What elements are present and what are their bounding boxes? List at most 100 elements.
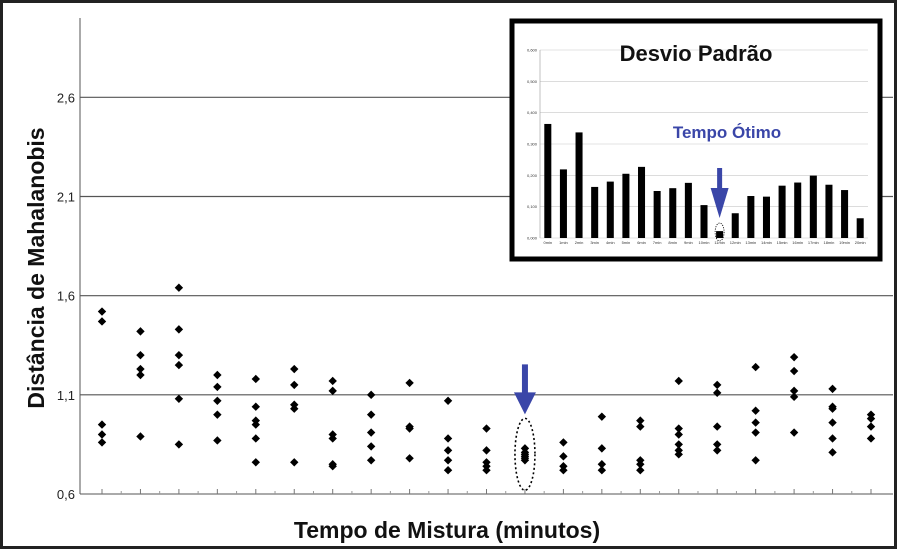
data-point <box>828 418 837 427</box>
data-point <box>751 362 760 372</box>
data-point <box>674 440 683 449</box>
inset-x-tick-label: 20min <box>855 240 866 245</box>
inset-bar <box>778 185 786 238</box>
inset-x-tick-label: 11min <box>714 240 725 245</box>
data-point <box>559 466 568 475</box>
scatter-points <box>97 283 876 475</box>
data-point <box>636 460 645 469</box>
data-point <box>751 428 760 437</box>
data-point <box>174 440 184 449</box>
inset-bar <box>747 196 755 238</box>
y-tick-label: 2,6 <box>57 90 75 105</box>
data-point <box>405 378 414 388</box>
data-point <box>174 350 184 360</box>
data-point <box>828 404 837 413</box>
inset-bar <box>841 190 849 238</box>
data-point <box>751 418 760 427</box>
inset-bars <box>544 123 864 238</box>
data-point <box>866 422 876 431</box>
data-point <box>597 460 607 469</box>
data-point <box>366 456 376 465</box>
data-point <box>97 438 107 447</box>
inset-y-tick-label: 0,400 <box>527 110 538 115</box>
inset-y-tick-label: 0,600 <box>527 48 538 53</box>
inset-bar-chart: 0,600 0,500 0,400 0,300 0,200 0,100 0,000 0min… <box>509 18 883 262</box>
y-tick-label: 0,6 <box>57 487 75 502</box>
data-point <box>405 454 414 463</box>
inset-y-tick-labels: 0,600 0,500 0,400 0,300 0,200 0,100 0,000 <box>527 48 538 241</box>
inset-x-tick-label: 2min <box>575 240 584 245</box>
data-point <box>366 410 376 419</box>
inset-x-tick-label: 3min <box>590 240 599 245</box>
data-point <box>97 420 107 429</box>
data-point <box>290 380 299 390</box>
data-point <box>97 307 107 316</box>
data-point <box>866 414 876 423</box>
inset-frame <box>509 18 883 262</box>
inset-y-tick-label: 0,000 <box>527 236 538 241</box>
data-point <box>559 452 568 461</box>
inset-annotation-label: Tempo Ótimo <box>673 123 781 142</box>
data-point <box>597 444 607 453</box>
data-point <box>751 456 760 465</box>
optimum-annotation <box>513 364 536 492</box>
inset-x-tick-label: 4min <box>606 240 615 245</box>
inset-bar <box>575 132 583 238</box>
data-point <box>136 364 145 374</box>
data-point <box>482 466 491 475</box>
data-point <box>828 384 837 394</box>
inset-bar <box>591 186 599 238</box>
data-point <box>290 364 299 374</box>
data-point <box>97 317 107 326</box>
inset-x-tick-label: 13min <box>745 240 756 245</box>
data-point <box>789 428 799 437</box>
data-point <box>251 374 260 384</box>
inset-bar <box>762 196 770 238</box>
data-point <box>713 380 722 390</box>
data-point <box>713 440 722 449</box>
data-point <box>443 434 453 443</box>
data-point <box>789 366 799 376</box>
inset-y-tick-label: 0,200 <box>527 173 538 178</box>
y-tick-label: 1,6 <box>57 289 75 304</box>
data-point <box>328 376 337 386</box>
inset-bar <box>700 205 708 238</box>
inset-x-tick-label: 14min <box>761 240 772 245</box>
data-point <box>174 283 184 292</box>
data-point <box>636 416 645 425</box>
data-point <box>174 325 184 334</box>
data-point <box>828 434 837 443</box>
data-point <box>174 360 184 370</box>
data-point <box>290 404 299 413</box>
data-point <box>828 448 837 457</box>
data-point <box>136 350 145 360</box>
inset-gridlines <box>539 49 868 239</box>
data-point <box>789 386 799 396</box>
data-point <box>751 406 760 415</box>
data-point <box>866 434 876 443</box>
inset-bar <box>638 166 646 238</box>
inset-bar <box>606 181 614 238</box>
data-point <box>213 370 222 380</box>
data-point <box>789 352 799 362</box>
inset-x-tick-label: 15min <box>777 240 788 245</box>
inset-bar <box>856 218 864 238</box>
inset-bar <box>669 188 677 238</box>
inset-x-tick-label: 0min <box>543 240 552 245</box>
inset-x-tick-label: 18min <box>823 240 834 245</box>
optimum-arrow-head <box>513 392 536 415</box>
data-point <box>213 436 222 445</box>
data-point <box>443 446 453 455</box>
inset-x-tick-label: 7min <box>653 240 662 245</box>
inset-bar <box>825 184 833 238</box>
inset-bar <box>653 191 661 238</box>
inset-optimum-ellipse <box>714 222 725 242</box>
data-point <box>366 442 376 451</box>
inset-arrow-head <box>710 188 729 218</box>
inset-x-tick-label: 6min <box>637 240 646 245</box>
data-point <box>97 430 107 439</box>
inset-x-tick-label: 10min <box>699 240 710 245</box>
data-point <box>213 396 222 405</box>
data-point <box>290 458 299 467</box>
